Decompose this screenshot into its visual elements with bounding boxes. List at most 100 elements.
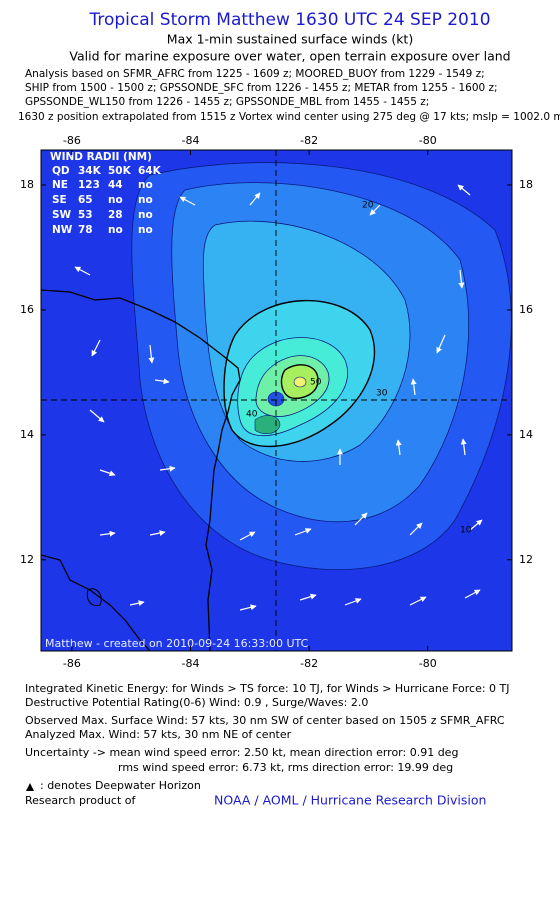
x-tick-label-top: -84 <box>182 134 200 147</box>
wind-radii-cell: SE <box>52 194 67 206</box>
wind-radii-cell: SW <box>52 209 72 221</box>
y-tick-label-right: 18 <box>519 178 533 191</box>
wind-vector <box>74 266 91 276</box>
research-label: Research product of <box>25 794 136 807</box>
y-tick-label-right: 14 <box>519 428 533 441</box>
x-tick-label-top: -80 <box>419 134 437 147</box>
wind-radii-cell: no <box>138 224 153 236</box>
wind-vector <box>154 378 170 385</box>
wind-radii-header: QD <box>52 165 70 177</box>
wind-vector <box>457 184 471 196</box>
x-tick-label-bottom: -82 <box>300 657 318 670</box>
axis-ticks: -86 -86 -84 -84 -82 -82 -80 -80 12 12 14 14 16 16 18 18 <box>20 134 533 670</box>
y-tick-label-left: 12 <box>20 553 34 566</box>
x-tick-label-bottom: -86 <box>63 657 81 670</box>
contour-label: 10 <box>460 526 472 536</box>
wind-radii-table: WIND RADII (NM) QD 34K 50K 64K NE 123 44 no SE 65… <box>50 151 162 236</box>
x-tick-label-top: -82 <box>300 134 318 147</box>
footer-line: Destructive Potential Rating(0-6) Wind: … <box>25 696 368 709</box>
wind-radii-cell: no <box>138 194 153 206</box>
wind-vector <box>239 604 257 611</box>
y-tick-label-right: 16 <box>519 303 533 316</box>
contour-label: 50 <box>310 378 322 388</box>
wind-vector <box>294 528 312 536</box>
wind-vector <box>249 192 261 206</box>
agency-link[interactable]: NOAA / AOML / Hurricane Research Divisio… <box>214 793 486 808</box>
wind-radii-cell: 28 <box>108 209 123 221</box>
wind-radii-cell: no <box>108 224 123 236</box>
x-tick-label-bottom: -84 <box>182 657 200 670</box>
y-tick-label-right: 12 <box>519 553 533 566</box>
wind-vector <box>91 339 101 357</box>
wind-radii-cell: NE <box>52 179 68 191</box>
wind-vectors <box>74 184 483 611</box>
coastline <box>41 554 151 651</box>
wind-radii-title: WIND RADII (NM) <box>50 151 152 163</box>
wind-radii-cell: no <box>138 209 153 221</box>
island <box>86 588 102 607</box>
title: Tropical Storm Matthew 1630 UTC 24 SEP 2… <box>88 10 490 30</box>
platform-icon <box>26 783 34 791</box>
wind-vector <box>354 512 368 526</box>
wind-vector <box>344 598 362 606</box>
wind-vector <box>179 196 196 206</box>
wind-radii-cell: NW <box>52 224 73 236</box>
map: 10 20 30 40 50 Matthew - created on 2010… <box>41 150 512 651</box>
wind-radii-cell: no <box>138 179 153 191</box>
wind-vector <box>149 530 166 537</box>
wind-vector <box>299 593 317 601</box>
legend-text: : denotes Deepwater Horizon <box>40 779 201 792</box>
wind-vector <box>239 531 256 541</box>
analysis-line: SHIP from 1500 - 1500 z; GPSSONDE_SFC fr… <box>25 82 498 94</box>
wind-radii-cell: 44 <box>108 179 123 191</box>
contour-label: 40 <box>246 410 258 420</box>
wind-radii-cell: 53 <box>78 209 93 221</box>
x-tick-label-bottom: -80 <box>419 657 437 670</box>
wind-vector <box>148 344 155 364</box>
contour-max <box>293 376 307 388</box>
footer-line: Integrated Kinetic Energy: for Winds > T… <box>25 682 510 695</box>
y-tick-label-left: 16 <box>20 303 34 316</box>
analysis-line: Analysis based on SFMR_AFRC from 1225 - … <box>25 68 485 80</box>
footer-line: Observed Max. Surface Wind: 57 kts, 30 n… <box>25 714 505 727</box>
wind-vector <box>458 269 465 289</box>
wind-vector <box>410 378 417 396</box>
footer-line: Analyzed Max. Wind: 57 kts, 30 nm NE of … <box>25 728 292 741</box>
validity: Valid for marine exposure over water, op… <box>69 49 510 64</box>
analysis-line: GPSSONDE_WL150 from 1226 - 1455 z; GPSSO… <box>25 96 429 108</box>
wind-radii-header: 34K <box>78 165 102 177</box>
wind-radii-cell: no <box>108 194 123 206</box>
wind-vector <box>159 465 176 472</box>
wind-vector <box>99 469 116 477</box>
wind-radii-cell: 78 <box>78 224 93 236</box>
wind-vector <box>469 519 483 531</box>
subtitle: Max 1-min sustained surface winds (kt) <box>167 32 413 47</box>
y-tick-label-left: 14 <box>20 428 34 441</box>
footer-line: Uncertainty -> mean wind speed error: 2.… <box>25 746 458 759</box>
footer-line: rms wind speed error: 6.73 kt, rms direc… <box>118 761 453 774</box>
analysis-line: 1630 z position extrapolated from 1515 z… <box>18 111 560 123</box>
wind-radii-cell: 123 <box>78 179 100 191</box>
wind-vector <box>369 204 381 216</box>
wind-vector <box>436 334 446 354</box>
wind-vector <box>89 409 105 423</box>
contour-label: 30 <box>376 389 388 399</box>
wind-vector <box>99 530 116 537</box>
wind-vector <box>464 589 481 599</box>
x-tick-label-top: -86 <box>63 134 81 147</box>
wind-vector <box>460 438 467 456</box>
wind-radii-header: 50K <box>108 165 132 177</box>
wind-vector <box>129 600 145 607</box>
contour-label: 20 <box>362 201 374 211</box>
contour-sw <box>254 415 281 434</box>
wind-radii-cell: 65 <box>78 194 93 206</box>
watermark: Matthew - created on 2010-09-24 16:33:00… <box>45 637 309 650</box>
wind-radii-header: 64K <box>138 165 162 177</box>
wind-vector <box>409 522 423 536</box>
footer: Integrated Kinetic Energy: for Winds > T… <box>25 682 510 808</box>
wind-vector <box>395 439 402 456</box>
y-tick-label-left: 18 <box>20 178 34 191</box>
wind-vector <box>409 596 427 606</box>
map-frame <box>40 149 513 652</box>
